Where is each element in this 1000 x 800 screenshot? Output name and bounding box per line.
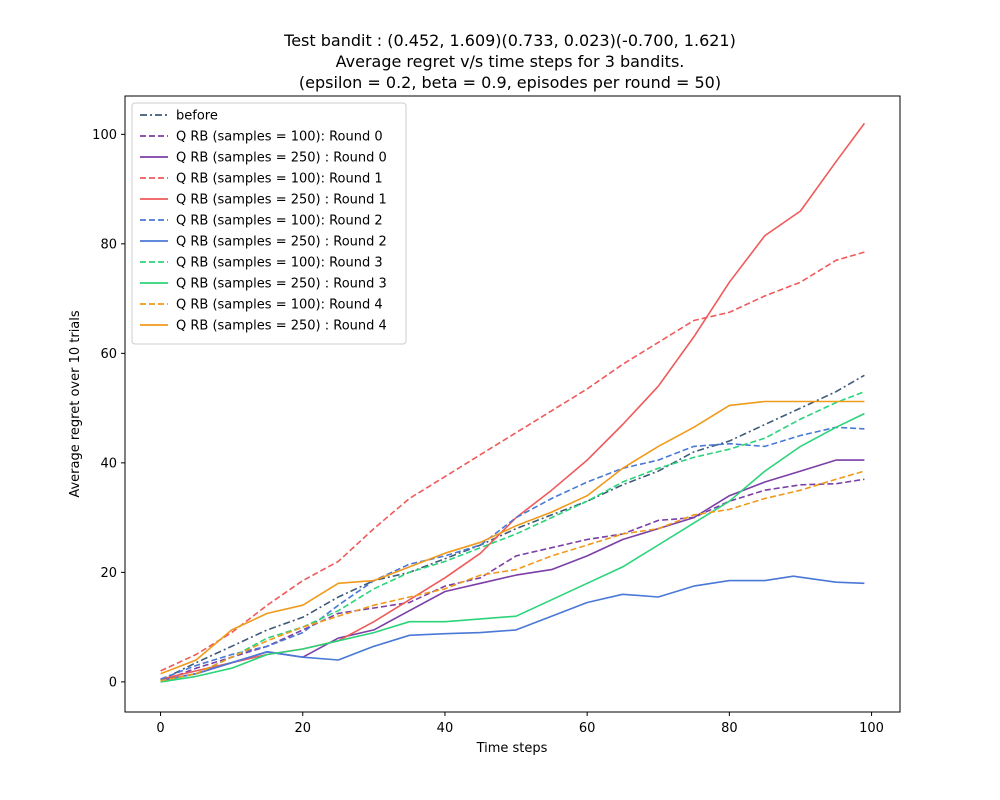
legend-label-1: Q RB (samples = 100): Round 0 bbox=[176, 130, 383, 145]
legend-label-6: Q RB (samples = 250) : Round 2 bbox=[176, 235, 387, 250]
legend-label-7: Q RB (samples = 100): Round 3 bbox=[176, 256, 383, 271]
legend-label-5: Q RB (samples = 100): Round 2 bbox=[176, 214, 383, 229]
series-line-6 bbox=[160, 575, 865, 682]
legend: before Q RB (samples = 100): Round 0 Q RB … bbox=[131, 102, 407, 345]
series-line-9 bbox=[160, 470, 865, 682]
chart-title-line-1: Test bandit : (0.452, 1.609)(0.733, 0.02… bbox=[283, 31, 736, 50]
chart-title: Test bandit : (0.452, 1.609)(0.733, 0.02… bbox=[283, 31, 736, 92]
x-tick-label: 20 bbox=[294, 721, 311, 736]
axes: 0 20 40 60 80 100 0 20 40 60 80 100 bbox=[92, 128, 884, 736]
y-tick-label: 100 bbox=[92, 128, 117, 143]
y-axis-label: Average regret over 10 trials bbox=[68, 310, 83, 498]
legend-box bbox=[131, 102, 407, 345]
legend-label-0: before bbox=[176, 109, 218, 124]
series-line-10 bbox=[160, 400, 865, 675]
legend-label-4: Q RB (samples = 250) : Round 1 bbox=[176, 193, 387, 208]
series-line-1 bbox=[160, 478, 865, 683]
y-tick-label: 20 bbox=[100, 566, 117, 581]
legend-label-9: Q RB (samples = 100): Round 4 bbox=[176, 298, 383, 313]
series-line-0 bbox=[160, 374, 865, 681]
plot-frame bbox=[124, 95, 901, 713]
series-line-7 bbox=[160, 390, 865, 683]
x-tick-label: 80 bbox=[721, 721, 738, 736]
x-tick-label: 0 bbox=[156, 721, 164, 736]
x-tick-label: 60 bbox=[579, 721, 596, 736]
series-line-3 bbox=[160, 251, 865, 672]
y-tick-label: 40 bbox=[100, 456, 117, 471]
y-tick-label: 80 bbox=[100, 237, 117, 252]
legend-label-2: Q RB (samples = 250) : Round 0 bbox=[176, 151, 387, 166]
y-tick-label: 60 bbox=[100, 347, 117, 362]
legend-label-3: Q RB (samples = 100): Round 1 bbox=[176, 172, 383, 187]
chart-title-line-3: (epsilon = 0.2, beta = 0.9, episodes per… bbox=[299, 73, 721, 92]
x-axis-label: Time steps bbox=[476, 741, 548, 756]
series-line-8 bbox=[160, 412, 865, 683]
chart-title-line-2: Average regret v/s time steps for 3 band… bbox=[336, 52, 685, 71]
legend-label-8: Q RB (samples = 250) : Round 3 bbox=[176, 277, 387, 292]
plot-area bbox=[160, 122, 866, 683]
x-tick-label: 100 bbox=[859, 721, 884, 736]
legend-label-10: Q RB (samples = 250) : Round 4 bbox=[176, 319, 387, 334]
x-tick-label: 40 bbox=[437, 721, 454, 736]
y-tick-label: 0 bbox=[109, 675, 117, 690]
